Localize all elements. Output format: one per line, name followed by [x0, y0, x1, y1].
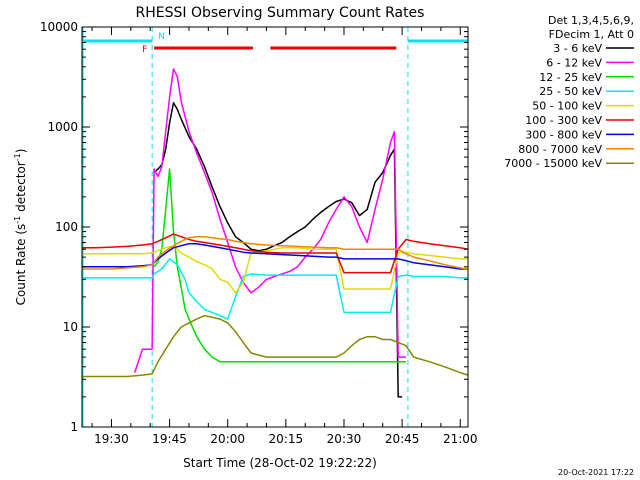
y-axis-label-mid: detector	[14, 161, 28, 216]
y-tick-label: 10	[63, 320, 78, 334]
series-line-3	[153, 168, 406, 363]
timestamp: 20-Oct-2021 17:22	[558, 468, 634, 477]
y-tick-label: 100	[55, 220, 78, 234]
legend-label: 6 - 12 keV	[546, 56, 602, 69]
y-tick-label: 1	[70, 420, 78, 434]
legend-header-line-2: FDecim 1, Att 0	[549, 28, 634, 41]
legend-label: 7000 - 15000 keV	[504, 157, 602, 170]
y-axis-label-sup-2: -1	[13, 153, 22, 161]
x-axis-label: Start Time (28-Oct-02 19:22:22)	[183, 456, 377, 470]
legend-label: 12 - 25 keV	[539, 71, 602, 84]
observing-flags: NF	[82, 27, 468, 427]
series-line-2	[133, 68, 406, 373]
series-line-4	[82, 258, 468, 320]
y-axis-label-close: )	[14, 149, 28, 154]
legend-label: 25 - 50 keV	[539, 85, 602, 98]
legend-label: 50 - 100 keV	[532, 100, 602, 113]
y-axis-label-main: Count Rate (s	[14, 224, 28, 306]
chart-title: RHESSI Observing Summary Count Rates	[136, 5, 425, 21]
y-axis-ticks: 1 10 100 1000 10000	[40, 20, 468, 434]
x-tick-label: 19:30	[94, 432, 129, 446]
x-tick-label: 19:45	[152, 432, 187, 446]
flare-flag-label: F	[142, 45, 147, 55]
legend-label: 300 - 800 keV	[525, 128, 602, 141]
series-line-6	[82, 233, 469, 274]
series-lines	[82, 68, 469, 398]
legend-label: 800 - 7000 keV	[518, 143, 602, 156]
series-line-7	[82, 242, 468, 270]
legend: Det 1,3,4,5,6,9, FDecim 1, Att 0 3 - 6 k…	[504, 14, 634, 170]
x-tick-label: 20:30	[327, 432, 362, 446]
series-line-9	[82, 314, 469, 378]
x-tick-label: 20:45	[385, 432, 420, 446]
legend-label: 3 - 6 keV	[553, 42, 602, 55]
series-line-1	[153, 101, 403, 398]
y-axis-label-sup-1: -1	[13, 216, 22, 224]
x-tick-label: 20:00	[210, 432, 245, 446]
series-line-5	[82, 244, 468, 294]
x-axis-ticks: 19:30 19:45 20:00 20:15 20:30 20:45 21:00	[91, 27, 478, 446]
x-tick-label: 21:00	[443, 432, 478, 446]
series-line-8	[82, 235, 469, 270]
legend-label: 100 - 300 keV	[525, 114, 602, 127]
legend-header-line-1: Det 1,3,4,5,6,9,	[548, 14, 634, 27]
y-tick-label: 10000	[40, 20, 78, 34]
y-tick-label: 1000	[47, 120, 78, 134]
y-axis-label: Count Rate (s-1 detector-1)	[13, 149, 28, 306]
night-flag-label: N	[158, 32, 165, 42]
x-tick-label: 20:15	[269, 432, 304, 446]
